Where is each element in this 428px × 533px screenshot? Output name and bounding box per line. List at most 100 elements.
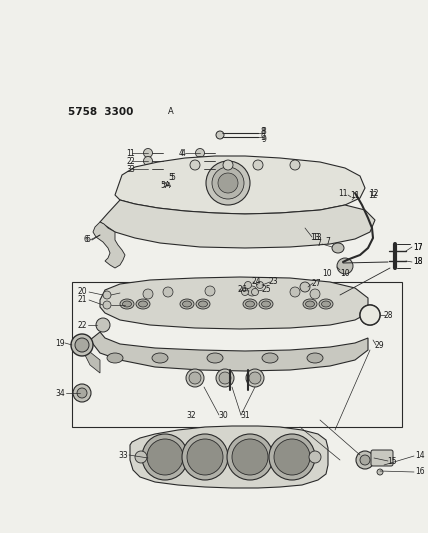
Text: 2: 2 <box>126 157 131 166</box>
Bar <box>72 282 402 427</box>
Ellipse shape <box>120 299 134 309</box>
Text: 5: 5 <box>170 173 175 182</box>
Circle shape <box>187 439 223 475</box>
Circle shape <box>256 281 264 288</box>
Circle shape <box>290 287 300 297</box>
Circle shape <box>253 160 263 170</box>
Text: 5A: 5A <box>163 182 172 188</box>
Circle shape <box>196 157 205 166</box>
Ellipse shape <box>303 299 317 309</box>
Text: 21: 21 <box>77 295 87 304</box>
Text: 20: 20 <box>77 287 87 296</box>
Circle shape <box>77 388 87 398</box>
Ellipse shape <box>136 299 150 309</box>
Circle shape <box>189 372 201 384</box>
Circle shape <box>252 288 259 295</box>
Circle shape <box>309 451 321 463</box>
Circle shape <box>249 372 261 384</box>
Text: 33: 33 <box>118 450 128 459</box>
Circle shape <box>71 334 93 356</box>
Text: 22: 22 <box>77 320 87 329</box>
Circle shape <box>356 451 374 469</box>
Text: 5758  3300: 5758 3300 <box>68 107 134 117</box>
Ellipse shape <box>182 301 191 307</box>
Text: 13: 13 <box>312 232 321 241</box>
Text: 2: 2 <box>129 157 134 166</box>
Text: 17: 17 <box>413 243 422 252</box>
Circle shape <box>337 258 353 274</box>
Circle shape <box>223 160 233 170</box>
Polygon shape <box>93 222 125 268</box>
Circle shape <box>196 165 205 174</box>
Circle shape <box>206 161 250 205</box>
Text: 4: 4 <box>179 149 184 157</box>
Circle shape <box>246 369 264 387</box>
Circle shape <box>310 289 320 299</box>
Text: 7: 7 <box>325 238 330 246</box>
Text: 1: 1 <box>126 149 131 157</box>
Circle shape <box>360 305 380 325</box>
Text: 15: 15 <box>387 456 397 465</box>
Circle shape <box>163 287 173 297</box>
Ellipse shape <box>321 301 330 307</box>
Circle shape <box>377 469 383 475</box>
Ellipse shape <box>332 243 344 253</box>
Polygon shape <box>85 340 100 373</box>
Ellipse shape <box>259 299 273 309</box>
Text: 28: 28 <box>384 311 393 319</box>
Text: 9: 9 <box>262 134 267 143</box>
Circle shape <box>212 167 244 199</box>
Text: 5A: 5A <box>160 182 170 190</box>
Text: 8: 8 <box>261 126 266 135</box>
Circle shape <box>143 149 152 157</box>
Ellipse shape <box>319 299 333 309</box>
Circle shape <box>103 301 111 309</box>
FancyBboxPatch shape <box>371 450 393 466</box>
Text: 10: 10 <box>322 270 332 279</box>
Ellipse shape <box>307 353 323 363</box>
Circle shape <box>274 439 310 475</box>
Ellipse shape <box>107 353 123 363</box>
Text: 17: 17 <box>413 244 422 253</box>
Circle shape <box>269 434 315 480</box>
Ellipse shape <box>262 301 270 307</box>
Text: 4: 4 <box>181 149 186 157</box>
Circle shape <box>147 439 183 475</box>
Circle shape <box>96 318 110 332</box>
Circle shape <box>290 160 300 170</box>
Circle shape <box>244 281 252 288</box>
Circle shape <box>75 338 89 352</box>
Circle shape <box>300 282 310 292</box>
Text: 7: 7 <box>316 238 321 247</box>
Ellipse shape <box>207 353 223 363</box>
Text: 18: 18 <box>413 257 422 266</box>
Ellipse shape <box>196 299 210 309</box>
Circle shape <box>186 369 204 387</box>
Text: 1: 1 <box>129 149 134 157</box>
Text: 31: 31 <box>240 410 250 419</box>
Ellipse shape <box>180 299 194 309</box>
Text: 8: 8 <box>262 126 267 135</box>
Text: 3: 3 <box>129 165 134 174</box>
Circle shape <box>196 149 205 157</box>
Text: 30: 30 <box>218 410 228 419</box>
Polygon shape <box>90 332 368 371</box>
Ellipse shape <box>152 353 168 363</box>
Circle shape <box>143 157 152 166</box>
Text: 23: 23 <box>269 278 279 287</box>
Text: 29: 29 <box>375 341 385 350</box>
Text: 11: 11 <box>339 189 348 198</box>
Circle shape <box>182 434 228 480</box>
Polygon shape <box>115 156 365 214</box>
Text: 26: 26 <box>238 286 248 295</box>
Circle shape <box>135 451 147 463</box>
Text: 10: 10 <box>340 270 350 279</box>
Circle shape <box>205 286 215 296</box>
Circle shape <box>241 288 249 295</box>
Text: 24: 24 <box>252 278 262 287</box>
Text: 25: 25 <box>262 286 272 295</box>
Text: 32: 32 <box>186 410 196 419</box>
Text: 14: 14 <box>415 451 425 461</box>
Circle shape <box>190 160 200 170</box>
Text: 5: 5 <box>168 173 173 182</box>
